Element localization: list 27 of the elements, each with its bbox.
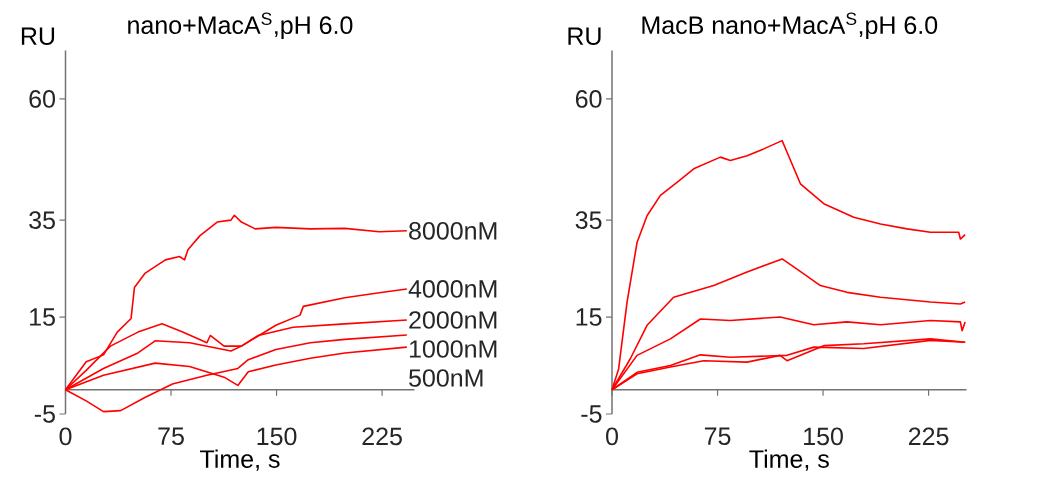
series-label: 1000nM bbox=[409, 340, 497, 358]
chart-title: nano+MacA$^{S}$,pH 6.0 bbox=[128, 12, 353, 39]
x-tick-label: 225 bbox=[908, 427, 949, 446]
y-tick-label: 35 bbox=[29, 211, 55, 229]
x-tick-label: 0 bbox=[606, 427, 618, 446]
y-tick-label: 35 bbox=[575, 211, 602, 229]
x-tick-label: 225 bbox=[362, 427, 402, 446]
y-tick-label: -5 bbox=[581, 405, 602, 423]
x-tick-label: 0 bbox=[59, 427, 72, 446]
x-tick-label: 150 bbox=[257, 427, 297, 446]
y-tick-label: 60 bbox=[29, 90, 55, 108]
y-tick-label: 15 bbox=[576, 308, 602, 326]
series-label: 2000nM bbox=[409, 311, 497, 329]
x-axis-title: Time, s bbox=[200, 449, 280, 471]
y-tick-label: 15 bbox=[30, 308, 55, 326]
series-label: 8000nM bbox=[409, 221, 497, 240]
x-tick-label: 150 bbox=[804, 427, 843, 446]
y-axis-title: RU bbox=[21, 27, 55, 45]
x-tick-label: 75 bbox=[704, 427, 731, 445]
x-tick-label: 75 bbox=[158, 427, 184, 445]
y-axis-title: RU bbox=[568, 27, 601, 45]
series-label: 4000nM bbox=[408, 280, 497, 298]
y-tick-label: 60 bbox=[575, 90, 602, 108]
chart-title: MacB nano+MacA$^{S}$,pH 6.0 bbox=[642, 12, 938, 39]
x-axis-title: Time, s bbox=[749, 449, 829, 471]
y-tick-label: -5 bbox=[34, 405, 55, 423]
series-label: 500nM bbox=[409, 369, 483, 387]
